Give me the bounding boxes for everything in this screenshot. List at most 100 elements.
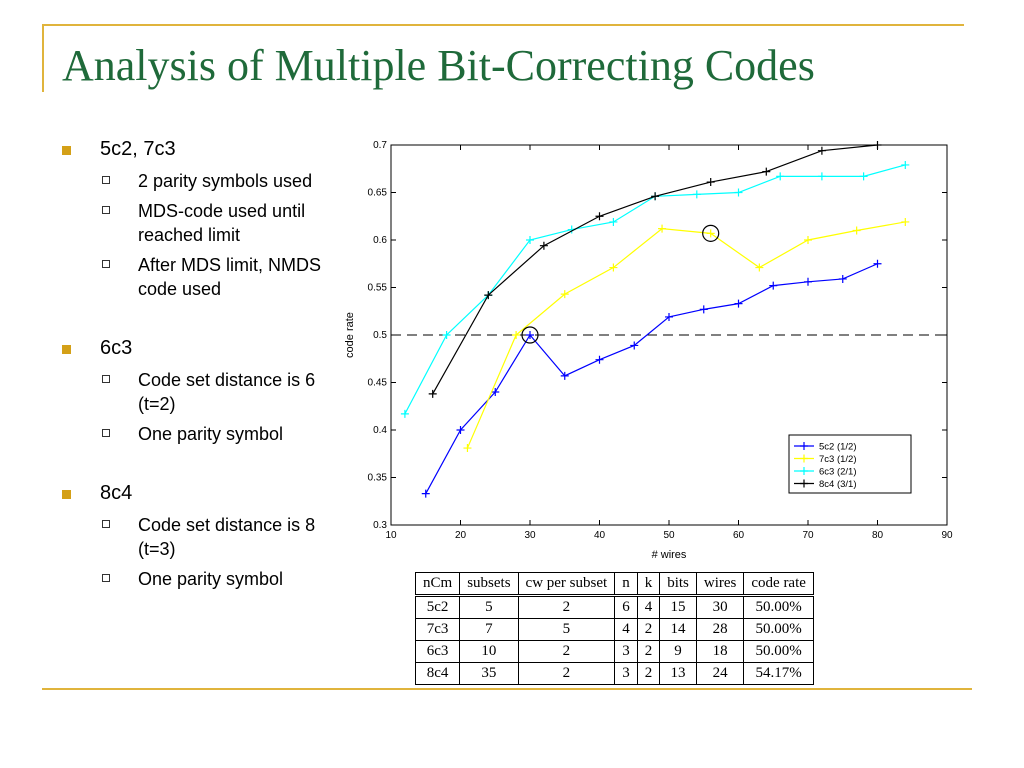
table-row: 7c3 7 5 4 2 14 28 50.00%	[414, 618, 814, 641]
y-tick-label: 0.45	[368, 378, 388, 389]
data-point	[776, 172, 785, 181]
bullet-item: 5c2, 7c3	[62, 138, 362, 161]
data-point	[463, 444, 472, 453]
y-tick-label: 0.6	[373, 235, 387, 246]
data-point	[630, 341, 639, 350]
sub-bullet-text: MDS-code used until reached limit	[138, 201, 306, 245]
data-point	[526, 236, 534, 244]
table-cell: 30	[695, 595, 745, 619]
data-point	[400, 409, 409, 418]
table-cell: 50.00%	[743, 618, 814, 641]
table-header-cell: code rate	[743, 572, 814, 597]
table-cell: 35	[459, 662, 519, 685]
table-cell: 5	[517, 618, 616, 641]
table-cell: 8c4	[414, 662, 461, 685]
legend-marker	[800, 442, 808, 450]
table-cell: 54.17%	[743, 662, 814, 685]
table-header-cell: wires	[695, 572, 745, 597]
table-cell: 13	[659, 662, 697, 685]
sub-bullet-item: Code set distance is 6 (t=2)	[62, 368, 348, 416]
data-point	[512, 331, 521, 339]
data-point	[609, 263, 618, 272]
data-point	[804, 277, 812, 286]
table-cell: 14	[659, 618, 697, 641]
table-header-row: nCm subsets cw per subset n k bits wires code r…	[414, 572, 814, 597]
frame-vertical-rule	[42, 24, 44, 92]
data-point	[484, 291, 493, 300]
legend-label: 7c3 (1/2)	[819, 454, 857, 465]
y-tick-label: 0.7	[373, 140, 387, 151]
x-tick-label: 50	[663, 530, 675, 541]
table-cell: 3	[614, 662, 638, 685]
data-point	[873, 141, 882, 149]
data-point	[859, 172, 868, 181]
sub-bullet-item: After MDS limit, NMDS code used	[62, 253, 348, 301]
circled-point	[702, 224, 720, 242]
table-cell: 6c3	[414, 640, 461, 663]
data-point	[706, 178, 715, 187]
sub-bullet-item: One parity symbol	[62, 567, 348, 591]
table-cell: 7	[459, 618, 519, 641]
table-cell: 15	[659, 595, 697, 619]
data-point	[817, 172, 826, 181]
data-point	[699, 305, 708, 314]
data-point	[817, 146, 826, 155]
data-point	[901, 217, 910, 226]
data-point	[769, 281, 778, 290]
sub-bullet-icon	[102, 260, 110, 268]
table-header-cell: cw per subset	[517, 572, 616, 597]
table-cell: 24	[695, 662, 745, 685]
table-cell: 2	[517, 662, 616, 685]
x-tick-label: 10	[385, 530, 397, 541]
data-point	[651, 192, 660, 201]
y-tick-label: 0.65	[368, 188, 388, 199]
data-point	[665, 312, 673, 321]
table-cell: 2	[517, 595, 616, 619]
table-row: 6c3 10 2 3 2 9 18 50.00%	[414, 640, 814, 663]
sub-bullet-text: One parity symbol	[138, 569, 284, 589]
y-tick-label: 0.3	[373, 520, 387, 531]
frame-bottom-rule	[42, 688, 972, 690]
data-point	[560, 371, 569, 380]
y-axis-label: code rate	[344, 312, 356, 358]
sub-bullet-item: 2 parity symbols used	[62, 169, 348, 193]
legend-label: 5c2 (1/2)	[819, 442, 857, 453]
table-cell: 2	[636, 662, 661, 685]
code-rate-chart: 10 20 30 40 50 60 70 80 90 0.3 0.35 0.4 0.45 0.5 0.55 0…	[344, 140, 953, 561]
x-tick-label: 90	[941, 530, 953, 541]
x-tick-label: 70	[802, 530, 814, 541]
x-axis-label: # wires	[652, 549, 687, 561]
data-point	[442, 331, 451, 339]
data-point	[658, 224, 667, 233]
bullet-text: 5c2, 7c3	[100, 138, 176, 160]
sub-bullet-icon	[102, 206, 110, 214]
sub-bullet-text: After MDS limit, NMDS code used	[138, 255, 322, 299]
frame-top-rule	[42, 24, 964, 26]
data-point	[539, 241, 548, 250]
legend-marker	[800, 454, 808, 463]
data-point	[734, 299, 743, 308]
bullet-text: 8c4	[100, 482, 133, 504]
data-point	[491, 388, 500, 396]
data-point	[595, 355, 604, 364]
series-line	[425, 263, 878, 494]
code-summary-table: nCm subsets cw per subset n k bits wires code r…	[414, 572, 814, 685]
bullet-square-icon	[62, 345, 71, 354]
x-tick-label: 60	[733, 530, 745, 541]
y-tick-label: 0.4	[373, 425, 387, 436]
sub-bullet-icon	[102, 375, 110, 383]
series-line	[466, 221, 906, 449]
x-tick-label: 40	[594, 530, 606, 541]
y-tick-label: 0.35	[368, 473, 388, 484]
y-tick-label: 0.5	[373, 330, 387, 341]
data-point	[838, 274, 847, 283]
table-cell: 7c3	[414, 618, 461, 641]
data-point	[692, 190, 701, 199]
sub-bullet-icon	[102, 429, 110, 437]
sub-bullet-icon	[102, 520, 110, 528]
bullet-item: 6c3	[62, 337, 362, 360]
data-point	[852, 226, 861, 235]
table-row: 5c2 5 2 6 4 15 30 50.00%	[414, 595, 814, 619]
legend-label: 6c3 (2/1)	[819, 467, 857, 478]
table-cell: 6	[614, 595, 638, 619]
